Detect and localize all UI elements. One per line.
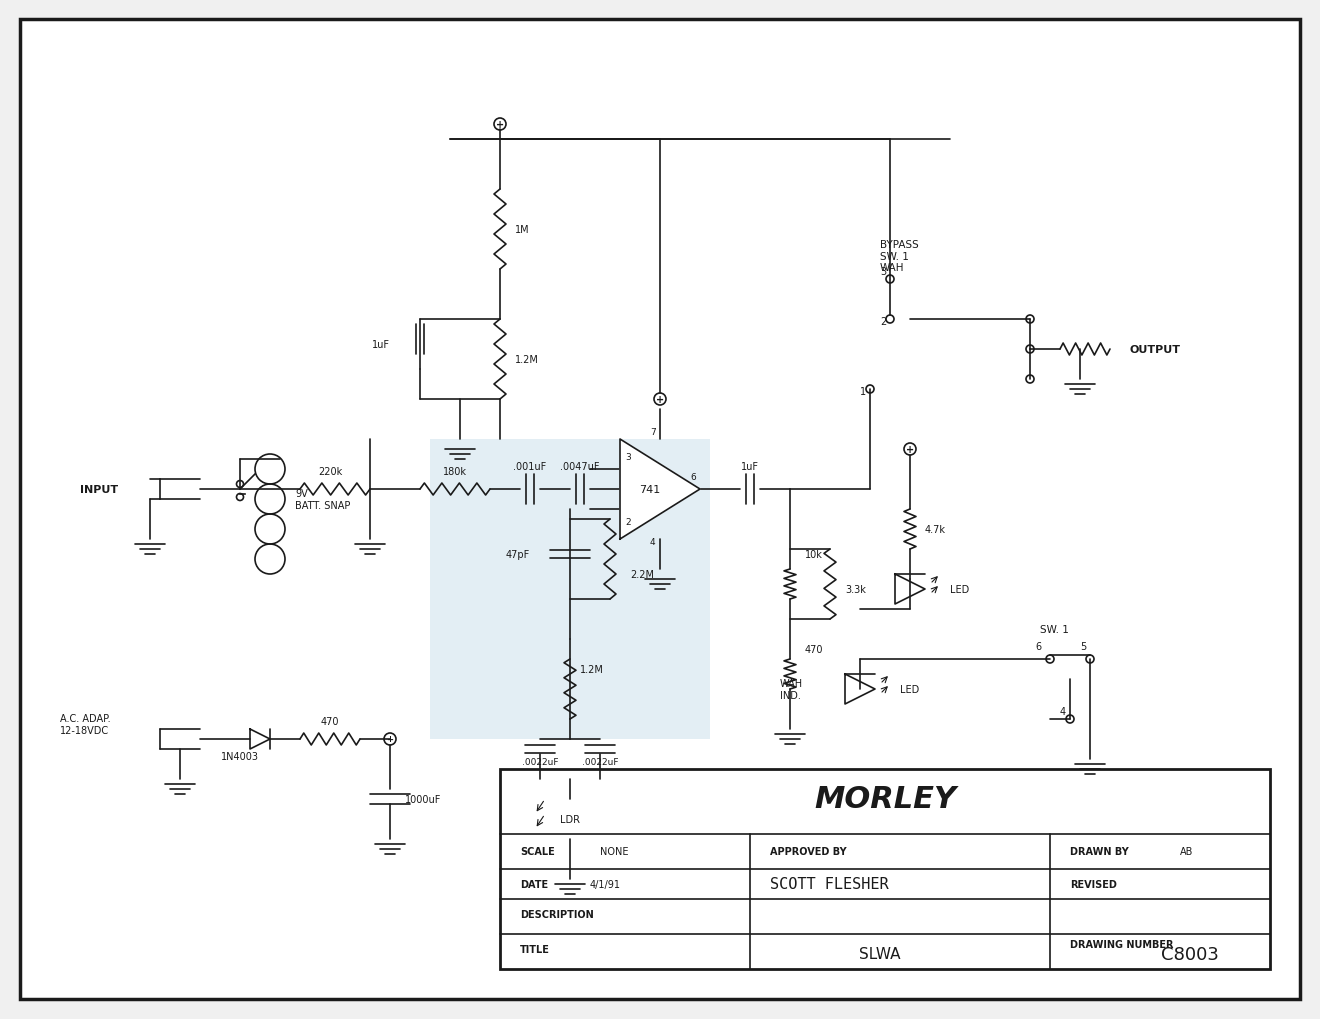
Text: +: + xyxy=(387,735,393,744)
Text: APPROVED BY: APPROVED BY xyxy=(770,846,846,856)
Text: NONE: NONE xyxy=(601,846,628,856)
Text: DATE: DATE xyxy=(520,879,548,890)
Text: +: + xyxy=(656,394,664,405)
Text: 1N4003: 1N4003 xyxy=(220,751,259,761)
Text: 9V
BATT. SNAP: 9V BATT. SNAP xyxy=(294,489,350,511)
Text: DESCRIPTION: DESCRIPTION xyxy=(520,909,594,919)
Text: SCALE: SCALE xyxy=(520,846,554,856)
Text: .0047uF: .0047uF xyxy=(560,462,599,472)
Text: SLWA: SLWA xyxy=(859,947,900,962)
Polygon shape xyxy=(620,439,700,539)
Text: LED: LED xyxy=(950,585,969,594)
Text: 470: 470 xyxy=(805,644,824,654)
Bar xyxy=(550,799,590,840)
Text: 1: 1 xyxy=(861,386,866,396)
Text: LDR: LDR xyxy=(560,814,579,824)
Text: AB: AB xyxy=(1180,846,1193,856)
Text: BYPASS
SW. 1
WAH: BYPASS SW. 1 WAH xyxy=(880,239,919,273)
Text: LED: LED xyxy=(900,685,919,694)
Text: 5: 5 xyxy=(1080,641,1086,651)
Text: DRAWN BY: DRAWN BY xyxy=(1071,846,1129,856)
Text: 2.2M: 2.2M xyxy=(630,570,653,580)
Text: 180k: 180k xyxy=(444,467,467,477)
Text: .0022uF: .0022uF xyxy=(582,757,618,766)
Text: 47pF: 47pF xyxy=(506,549,531,559)
Text: 4.7k: 4.7k xyxy=(925,525,946,535)
Text: INPUT: INPUT xyxy=(81,484,117,494)
Text: 10k: 10k xyxy=(805,549,822,559)
Text: 3.3k: 3.3k xyxy=(845,585,866,594)
Text: 3: 3 xyxy=(624,452,631,462)
Text: 2: 2 xyxy=(880,317,886,327)
Text: SCOTT FLESHER: SCOTT FLESHER xyxy=(770,876,888,892)
Text: 1uF: 1uF xyxy=(372,339,389,350)
Text: 6: 6 xyxy=(690,473,696,482)
Text: 1uF: 1uF xyxy=(741,462,759,472)
Text: 741: 741 xyxy=(639,484,660,494)
Text: +: + xyxy=(906,444,913,454)
Text: SW. 1: SW. 1 xyxy=(1040,625,1069,635)
Text: C8003: C8003 xyxy=(1162,945,1218,963)
Bar xyxy=(430,439,710,739)
Text: 7: 7 xyxy=(649,428,656,436)
Text: WAH
IND.: WAH IND. xyxy=(780,679,803,700)
Text: A.C. ADAP.
12-18VDC: A.C. ADAP. 12-18VDC xyxy=(59,713,111,735)
Text: 4: 4 xyxy=(649,537,656,546)
Text: .0022uF: .0022uF xyxy=(521,757,558,766)
Text: 1.2M: 1.2M xyxy=(515,355,539,365)
Text: 1000uF: 1000uF xyxy=(405,794,441,804)
Text: REVISED: REVISED xyxy=(1071,879,1117,890)
Text: 4: 4 xyxy=(1060,706,1067,716)
Text: 2: 2 xyxy=(624,518,631,527)
Text: .001uF: .001uF xyxy=(513,462,546,472)
Text: 1.2M: 1.2M xyxy=(579,664,603,675)
Text: OUTPUT: OUTPUT xyxy=(1130,344,1181,355)
Text: 6: 6 xyxy=(1035,641,1041,651)
Text: TITLE: TITLE xyxy=(520,944,550,954)
Text: 3: 3 xyxy=(880,267,886,277)
Text: 470: 470 xyxy=(321,716,339,727)
Text: MORLEY: MORLEY xyxy=(814,785,956,814)
Text: 4/1/91: 4/1/91 xyxy=(590,879,620,890)
Text: 220k: 220k xyxy=(318,467,342,477)
Text: 1M: 1M xyxy=(515,225,529,234)
Text: DRAWING NUMBER: DRAWING NUMBER xyxy=(1071,940,1173,949)
Text: +: + xyxy=(496,120,504,129)
Bar xyxy=(500,769,1270,969)
